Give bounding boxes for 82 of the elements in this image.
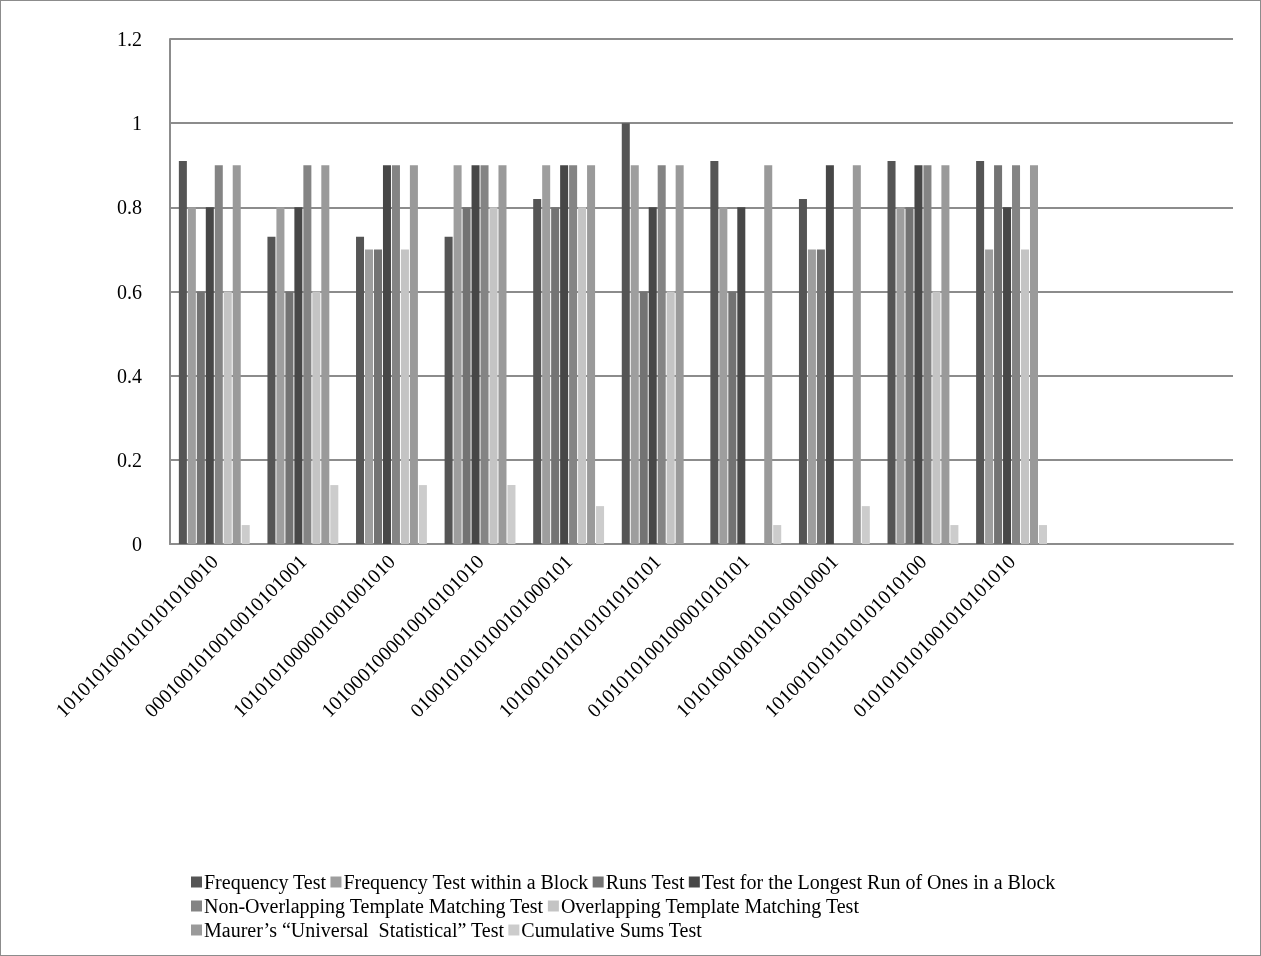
bar — [896, 207, 905, 544]
bar — [1038, 525, 1047, 544]
bar — [985, 249, 994, 544]
bar — [666, 291, 675, 544]
bar — [578, 207, 587, 544]
bar — [773, 525, 782, 544]
y-tick-label: 1 — [132, 112, 142, 135]
bar — [807, 249, 816, 544]
bar — [373, 249, 382, 544]
y-tick-label: 0.4 — [117, 364, 142, 387]
y-tick-label: 0.8 — [117, 196, 142, 219]
bar — [365, 249, 374, 544]
bar — [462, 207, 471, 544]
legend-label: Overlapping Template Matching Test — [560, 895, 860, 918]
bar — [400, 249, 409, 544]
legend-label: Maurer’s “Universal Statistical” Test — [204, 919, 505, 941]
legend-label: Cumulative Sums Test — [521, 919, 703, 941]
bar — [630, 165, 639, 544]
bar — [312, 291, 321, 544]
bar — [507, 485, 516, 544]
bar — [382, 165, 391, 544]
bar — [1021, 249, 1030, 544]
bar — [276, 207, 285, 544]
bar — [232, 165, 241, 544]
bar — [887, 161, 896, 544]
bar — [950, 525, 959, 544]
bar — [241, 525, 250, 544]
bar — [816, 249, 825, 544]
y-tick-label: 1.2 — [117, 28, 142, 50]
bar — [498, 165, 507, 544]
bar — [587, 165, 596, 544]
bar — [1003, 207, 1012, 544]
bar — [560, 165, 569, 544]
bar — [994, 165, 1003, 544]
bar — [737, 207, 746, 544]
bar — [196, 291, 205, 544]
bar — [905, 207, 914, 544]
bar — [639, 291, 648, 544]
bar — [330, 485, 339, 544]
bar — [1029, 165, 1038, 544]
bar — [596, 506, 605, 544]
bar — [798, 198, 807, 544]
bar — [321, 165, 330, 544]
bar — [710, 161, 719, 544]
bar — [932, 291, 941, 544]
bar — [764, 165, 773, 544]
bar — [294, 207, 303, 544]
legend-label: Frequency Test — [204, 871, 327, 894]
bar — [285, 291, 294, 544]
legend-label: Runs Test — [605, 871, 685, 893]
bar — [621, 123, 630, 544]
bar — [205, 207, 214, 544]
bar — [976, 161, 985, 544]
legend-label: Frequency Test within a Block — [343, 871, 589, 894]
bar — [489, 207, 498, 544]
bar — [728, 291, 737, 544]
bar — [471, 165, 480, 544]
legend-label: Non-Overlapping Template Matching Test — [204, 895, 544, 918]
bar — [675, 165, 684, 544]
bar — [914, 165, 923, 544]
y-tick-label: 0.2 — [117, 448, 142, 471]
bar — [861, 506, 870, 544]
bar — [852, 165, 861, 544]
bar — [941, 165, 950, 544]
legend-label: Test for the Longest Run of Ones in a Block — [701, 871, 1056, 894]
y-tick-label: 0 — [132, 533, 142, 555]
bar — [444, 236, 453, 544]
bar — [267, 236, 276, 544]
y-tick-label: 0.6 — [117, 280, 142, 303]
bar — [453, 165, 462, 544]
bar — [825, 165, 834, 544]
bar — [551, 207, 560, 544]
bar — [648, 207, 657, 544]
bar — [409, 165, 418, 544]
bar — [187, 207, 196, 544]
bar — [542, 165, 551, 544]
bar — [533, 198, 542, 544]
bar — [178, 161, 187, 544]
bar — [719, 207, 728, 544]
bar — [223, 291, 232, 544]
bar — [356, 236, 365, 544]
bar — [418, 485, 427, 544]
